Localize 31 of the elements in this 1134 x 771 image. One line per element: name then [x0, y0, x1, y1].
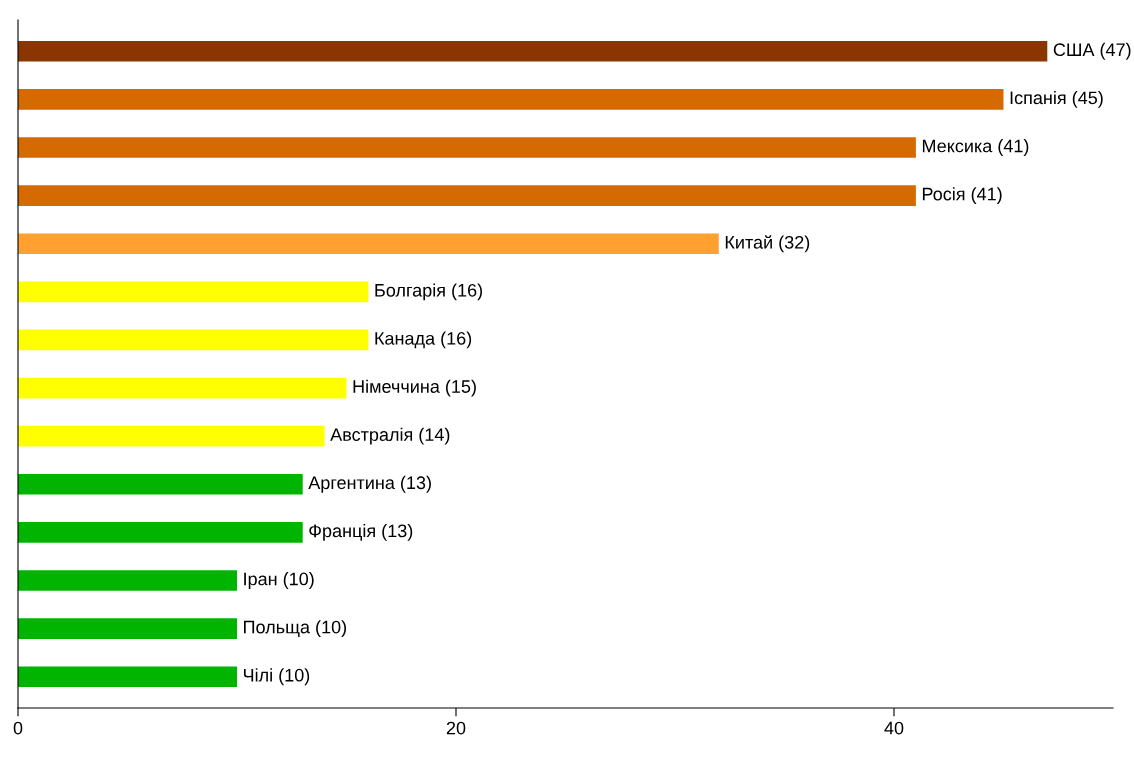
bar — [18, 233, 719, 255]
bar — [18, 666, 237, 688]
bar — [18, 329, 369, 351]
bar — [18, 618, 237, 639]
data-label: Іспанія (45) — [1010, 90, 1103, 108]
data-label: Іран (10) — [244, 572, 314, 589]
data-label: Польща (10) — [244, 620, 347, 638]
data-label: Франція (13) — [309, 523, 413, 541]
bar — [18, 89, 1004, 110]
bar — [18, 377, 347, 399]
bar — [18, 425, 325, 447]
data-label: Росія (41) — [922, 187, 1002, 205]
bar — [18, 281, 369, 303]
x-tick-label: 40 — [884, 721, 904, 735]
data-label: США (47) — [1053, 42, 1131, 60]
data-label: Китай (32) — [725, 235, 810, 253]
x-tick-label: 0 — [13, 721, 23, 735]
data-label: Австралія (14) — [330, 427, 450, 445]
bar — [18, 137, 916, 158]
data-label: Аргентина (13) — [308, 475, 431, 493]
bar — [18, 570, 237, 591]
bar — [18, 473, 303, 495]
data-label: Чілі (10) — [243, 668, 310, 686]
x-tick-label: 20 — [446, 721, 466, 735]
data-label: Німеччина (15) — [353, 379, 476, 397]
data-label: Мексика (41) — [922, 139, 1029, 156]
bar — [18, 40, 1048, 62]
bar — [18, 522, 303, 543]
data-label: Канада (16) — [375, 331, 472, 349]
bar — [18, 185, 916, 206]
data-label: Болгарія (16) — [375, 283, 483, 301]
